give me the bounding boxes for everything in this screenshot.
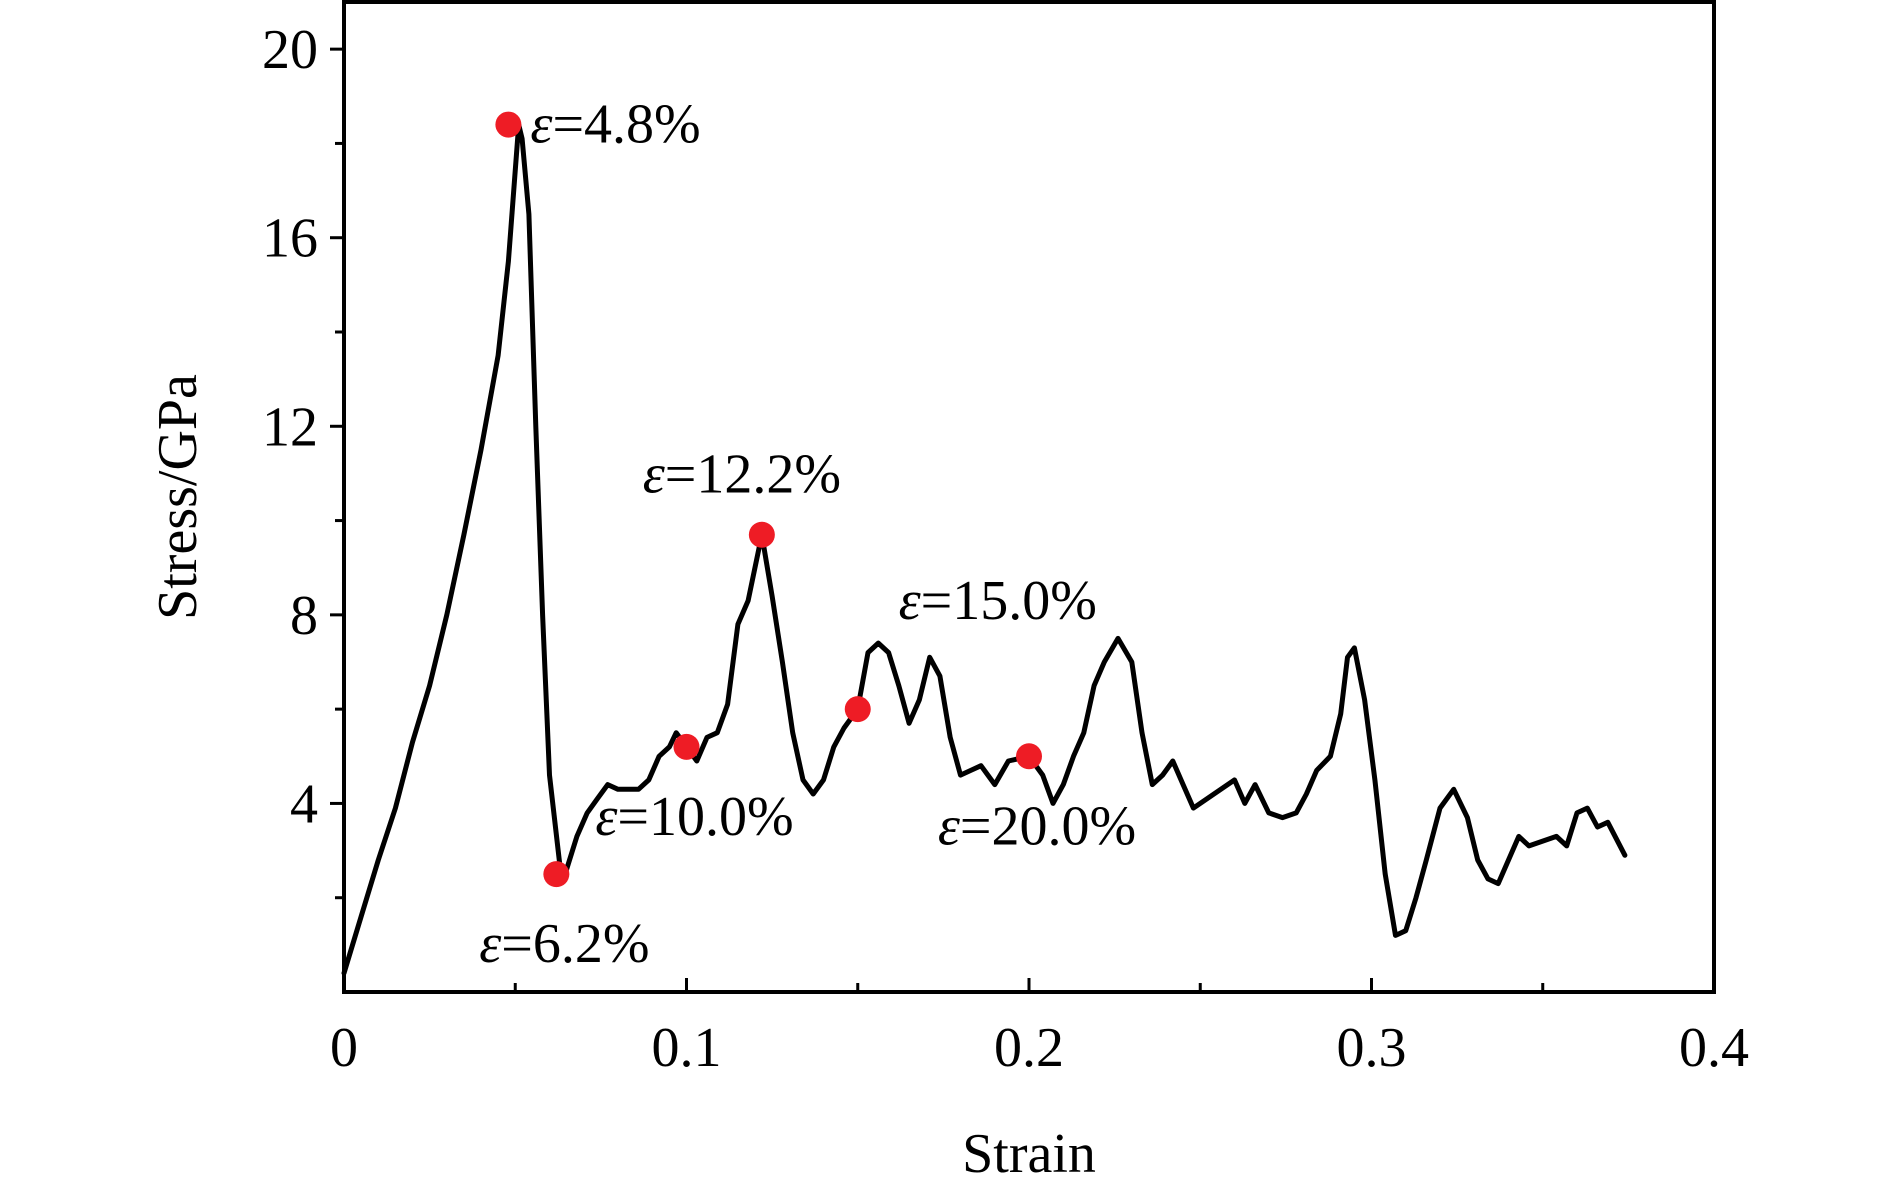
x-tick-label: 0.2 xyxy=(994,1017,1064,1079)
highlight-point xyxy=(673,733,700,760)
x-tick-label: 0 xyxy=(330,1017,358,1079)
highlight-point xyxy=(1016,743,1042,770)
stress-strain-line xyxy=(341,122,1628,976)
point-annotation: ε=6.2% xyxy=(479,913,649,975)
y-tick-label: 12 xyxy=(262,396,318,458)
highlighted-points xyxy=(495,111,1042,888)
point-annotation: ε=12.2% xyxy=(643,444,841,506)
y-tick-label: 16 xyxy=(262,208,318,270)
x-tick-label: 0.3 xyxy=(1337,1017,1407,1079)
x-tick-label: 0.4 xyxy=(1679,1017,1749,1079)
point-annotations: ε=4.8% ε=6.2% ε=10.0% ε=12.2% ε=15.0% ε=20.0% xyxy=(479,94,1136,976)
highlight-point xyxy=(543,861,570,888)
x-tick-labels: 0 0.1 0.2 0.3 0.4 xyxy=(330,1017,1749,1079)
y-tick-label: 8 xyxy=(290,585,318,647)
minor-ticks xyxy=(335,141,1545,992)
highlight-point xyxy=(844,696,871,723)
y-tick-label: 20 xyxy=(262,19,318,81)
point-annotation: ε=15.0% xyxy=(899,570,1097,632)
series-layer xyxy=(341,122,1628,976)
highlight-point xyxy=(748,521,775,548)
y-tick-label: 4 xyxy=(290,773,318,835)
x-axis-title: Strain xyxy=(962,1123,1096,1185)
y-tick-labels: 4 8 12 16 20 xyxy=(262,19,318,835)
highlight-point xyxy=(495,111,522,138)
point-annotation: ε=4.8% xyxy=(530,94,700,156)
point-annotation: ε=20.0% xyxy=(938,795,1136,857)
y-axis-title: Stress/GPa xyxy=(147,374,209,620)
x-tick-label: 0.1 xyxy=(652,1017,722,1079)
point-annotation: ε=10.0% xyxy=(595,786,793,848)
plot-frame xyxy=(342,0,1716,994)
